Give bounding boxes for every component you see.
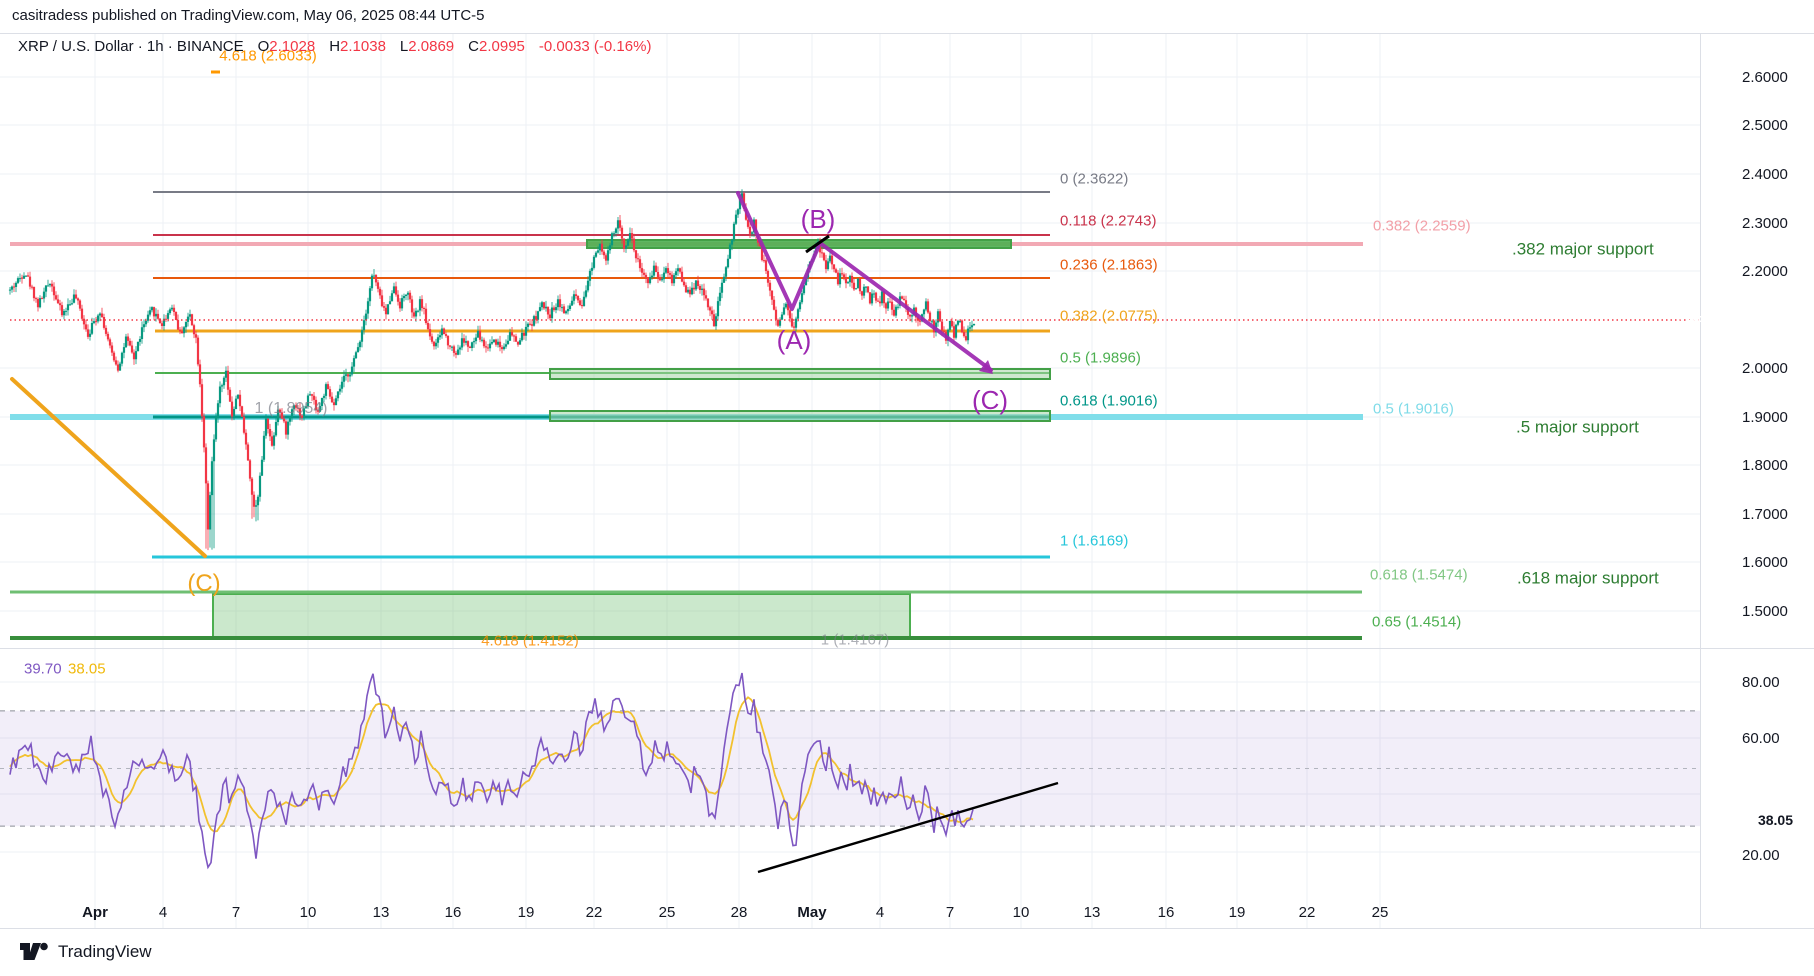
price-change: -0.0033 (-0.16%)	[538, 38, 652, 55]
time-axis-label: 25	[658, 904, 676, 921]
support-note-0618: .618 major support	[1517, 568, 1659, 588]
time-axis-label: 10	[1012, 904, 1030, 921]
support-label-0618: 0.618 (1.5474)	[1370, 566, 1468, 584]
support-note-05: .5 major support	[1516, 417, 1639, 437]
attribution-text: casitradess published on TradingView.com…	[12, 7, 485, 24]
price-axis-label: 1.9000	[1742, 409, 1788, 426]
pane-separator[interactable]	[0, 648, 1814, 649]
time-axis-label: 22	[585, 904, 603, 921]
time-axis-label: 22	[1298, 904, 1316, 921]
last-price: 2.0995	[1752, 309, 1799, 327]
ohlc-close: C2.0995	[468, 38, 525, 55]
time-axis-label: 13	[372, 904, 390, 921]
fib-label-1: 1 (1.6169)	[1060, 532, 1129, 550]
price-axis-label: 2.3000	[1742, 215, 1788, 232]
rsi-value-badge: 39.70	[1757, 789, 1794, 806]
fib-label-05: 0.5 (1.9896)	[1060, 349, 1141, 367]
symbol-bar: XRP / U.S. Dollar · 1h · BINANCE O2.1028…	[18, 38, 651, 55]
time-axis-label: 19	[1228, 904, 1246, 921]
support-label-05: 0.5 (1.9016)	[1373, 400, 1454, 418]
tradingview-logo-text: TradingView	[58, 941, 152, 961]
time-axis-label: Apr	[82, 904, 108, 921]
time-axis-label: 16	[1157, 904, 1175, 921]
fib-label-0118: 0.118 (2.2743)	[1060, 212, 1157, 230]
price-axis-label: 2.6000	[1742, 69, 1788, 86]
ohlc-low: L2.0869	[399, 38, 455, 55]
time-axis-label: 10	[299, 904, 317, 921]
time-axis-label: 4	[158, 904, 168, 921]
price-axis-label: 2.2000	[1742, 263, 1788, 280]
wave-label-a: (A)	[776, 325, 812, 355]
time-axis-label: May	[797, 904, 827, 921]
fib-label-0236: 0.236 (2.1863)	[1060, 256, 1158, 274]
price-axis-label: 2.0000	[1742, 360, 1788, 377]
time-axis-label: 13	[1083, 904, 1101, 921]
time-axis-label: 28	[730, 904, 748, 921]
time-axis-label: 7	[945, 904, 955, 921]
time-axis-label: 7	[231, 904, 241, 921]
time-axis-label: 25	[1371, 904, 1389, 921]
wave-label-c: (C)	[971, 385, 1009, 415]
price-axis-separator	[1700, 33, 1701, 928]
time-axis-label: 16	[444, 904, 462, 921]
support-label-0382: 0.382 (2.2559)	[1373, 217, 1471, 235]
axis-bottom-separator	[0, 928, 1814, 929]
price-axis-label: 1.6000	[1742, 554, 1788, 571]
rsi-axis-label: 80.00	[1742, 674, 1780, 691]
last-price-badge: 2.0995 15:57	[1739, 308, 1812, 346]
support-note-0382: .382 major support	[1512, 239, 1654, 259]
chart-top-separator	[0, 33, 1814, 34]
price-axis-label: 1.7000	[1742, 506, 1788, 523]
countdown: 15:57	[1759, 328, 1792, 344]
fib-label-4618-low: 4.618 (1.4152)	[481, 632, 579, 650]
tradingview-logo[interactable]: TradingView	[20, 941, 152, 962]
price-axis-label: 2.4000	[1742, 166, 1788, 183]
rsi-ma-value: 38.05	[68, 660, 106, 678]
price-axis-label: 1.5000	[1742, 603, 1788, 620]
fib-label-4618-top: 4.618 (2.6033)	[219, 47, 317, 65]
time-axis-label: 4	[875, 904, 885, 921]
wave-label-c-yellow: (C)	[187, 570, 221, 597]
tradingview-logo-icon	[20, 942, 48, 960]
fib-label-0618: 0.618 (1.9016)	[1060, 392, 1158, 410]
rsi-ma-value-badge: 38.05	[1757, 811, 1794, 828]
symbol-price-flag: XRPUSD	[1677, 313, 1733, 328]
price-axis-label: 2.5000	[1742, 117, 1788, 134]
symbol-title[interactable]: XRP / U.S. Dollar · 1h · BINANCE	[18, 38, 244, 55]
fib-label-1-18954: 1 (1.8954)	[254, 400, 328, 417]
ohlc-high: H2.1038	[329, 38, 386, 55]
support-label-065: 0.65 (1.4514)	[1372, 613, 1462, 631]
rsi-axis-label: 60.00	[1742, 730, 1780, 747]
fib-label-0382: 0.382 (2.0775)	[1060, 307, 1158, 325]
rsi-value: 39.70	[24, 660, 62, 678]
fib-label-0: 0 (2.3622)	[1060, 170, 1129, 188]
wave-label-b: (B)	[800, 204, 836, 234]
fib-label-1-14167: 1 (1.4167)	[820, 631, 890, 649]
rsi-axis-label: 20.00	[1742, 847, 1780, 864]
time-axis-label: 19	[517, 904, 535, 921]
ohlc-open: O2.1028	[257, 38, 316, 55]
price-axis-label: 1.8000	[1742, 457, 1788, 474]
